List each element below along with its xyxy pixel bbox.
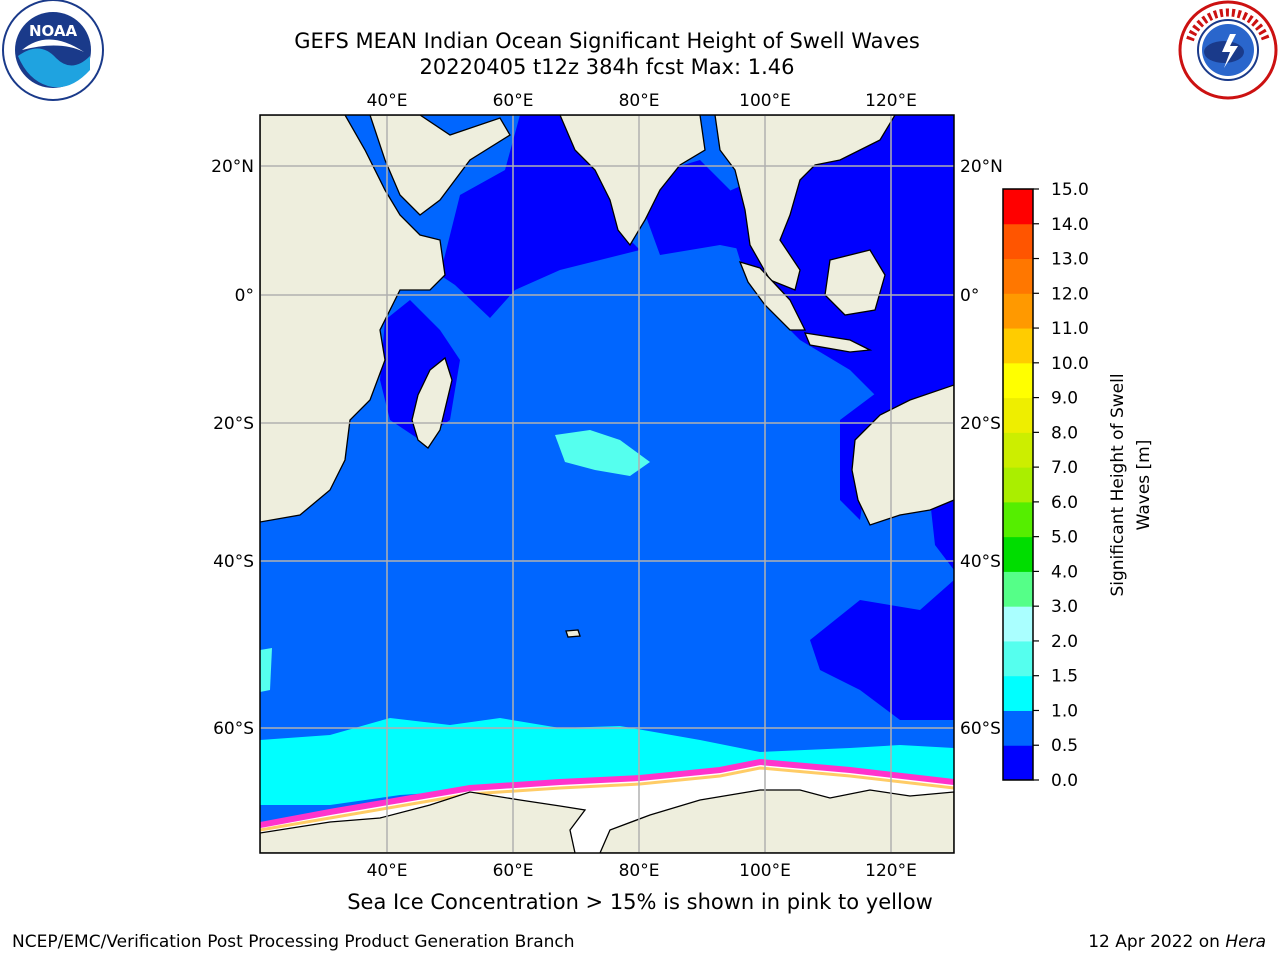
lat-label-right-60s: 60°S (960, 719, 1001, 739)
lat-label-left-40s: 40°S (213, 552, 254, 572)
colorbar-tick-label: 13.0 (1051, 250, 1089, 270)
colorbar-segment (1003, 223, 1033, 260)
lon-label-top-80e: 80°E (619, 91, 660, 111)
land-madagascar (411, 356, 453, 449)
land-southeast-asia (714, 115, 896, 291)
lat-tick-labels-left: 20°N 0° 20°S 40°S 60°S (211, 157, 254, 739)
colorbar-tick-label: 14.0 (1051, 215, 1089, 235)
colorbar-tick-label: 11.0 (1051, 319, 1089, 339)
footer-host: Hera (1225, 932, 1266, 952)
colorbar-segment (1003, 675, 1033, 711)
colorbar-tick-label: 0.0 (1051, 771, 1078, 791)
colorbar-tick-label: 8.0 (1051, 423, 1078, 443)
high-swell-band (260, 718, 954, 805)
colorbar-label-line2: Waves [m] (1134, 440, 1154, 531)
land-africa-arabia (260, 115, 446, 523)
footer-credit: NCEP/EMC/Verification Post Processing Pr… (12, 932, 575, 952)
footer-date: 12 Apr 2022 on Hera (1088, 932, 1266, 952)
colorbar-segment (1003, 710, 1033, 746)
lon-label-bottom-120e: 120°E (865, 861, 917, 881)
map-frame (259, 114, 955, 854)
colorbar-tick-label: 1.0 (1051, 701, 1078, 721)
colorbar-segment (1003, 640, 1033, 677)
colorbar-segment (1003, 501, 1033, 538)
lon-label-bottom-100e: 100°E (739, 861, 791, 881)
lat-label-right-20s: 20°S (960, 414, 1001, 434)
colorbar-tick-label: 12.0 (1051, 284, 1089, 304)
lon-label-top-100e: 100°E (739, 91, 791, 111)
lat-label-right-40s: 40°S (960, 552, 1001, 572)
colorbar-segment (1003, 397, 1033, 433)
footer-date-text: 12 Apr 2022 on (1088, 932, 1220, 952)
colorbar-segment (1003, 189, 1033, 225)
lat-label-left-0: 0° (235, 286, 254, 306)
land-antarctica (260, 791, 587, 853)
lon-label-bottom-60e: 60°E (493, 861, 534, 881)
svg-text:NOAA: NOAA (29, 22, 78, 40)
colorbar-tick-labels: 0.0 0.5 1.0 1.5 2.0 3.0 4.0 5.0 6.0 7.0 8.0 9.0 10.0… (1033, 180, 1089, 791)
colorbar-segment (1003, 536, 1033, 572)
lon-label-top-40e: 40°E (367, 91, 408, 111)
colorbar-tick-label: 2.0 (1051, 632, 1078, 652)
colorbar-tick-label: 1.5 (1051, 667, 1078, 687)
colorbar-label-line1: Significant Height of Swell (1108, 373, 1128, 596)
colorbar-tick-label: 7.0 (1051, 458, 1078, 478)
colorbar-tick-label: 4.0 (1051, 562, 1078, 582)
lat-tick-labels-right: 20°N 0° 20°S 40°S 60°S (960, 157, 1003, 739)
chart-title: GEFS MEAN Indian Ocean Significant Heigh… (294, 29, 920, 53)
grid-lines (260, 115, 954, 853)
colorbar-segment (1003, 571, 1033, 607)
colorbar-segment (1003, 328, 1033, 364)
lon-tick-labels-bottom: 40°E 60°E 80°E 100°E 120°E (367, 861, 917, 881)
colorbar-tick-label: 10.0 (1051, 354, 1089, 374)
low-swell-southern-patch (810, 580, 954, 720)
colorbar-segment (1003, 258, 1033, 294)
lat-label-right-20n: 20°N (960, 157, 1003, 177)
colorbar-tick-label: 15.0 (1051, 180, 1089, 200)
colorbar-segment (1003, 432, 1033, 468)
colorbar-segment (1003, 293, 1033, 329)
colorbar-segment (1003, 745, 1033, 781)
colorbar-tick-label: 0.5 (1051, 736, 1078, 756)
lat-label-left-60s: 60°S (213, 719, 254, 739)
low-swell-bay-of-bengal (640, 160, 745, 255)
lon-label-top-60e: 60°E (493, 91, 534, 111)
lon-label-bottom-80e: 80°E (619, 861, 660, 881)
colorbar-segment (1003, 606, 1033, 642)
colorbar-tick-label: 9.0 (1051, 389, 1078, 409)
lat-label-left-20s: 20°S (213, 414, 254, 434)
lat-label-right-0: 0° (960, 286, 979, 306)
colorbar (1003, 189, 1033, 781)
lon-label-top-120e: 120°E (865, 91, 917, 111)
lat-label-left-20n: 20°N (211, 157, 254, 177)
colorbar-tick-label: 5.0 (1051, 528, 1078, 548)
colorbar-frame (1002, 188, 1034, 781)
map-plot-area (260, 115, 954, 853)
colorbar-segment (1003, 467, 1033, 503)
land-australia (851, 384, 954, 526)
sea-ice-note: Sea Ice Concentration > 15% is shown in … (347, 890, 933, 914)
lon-label-bottom-40e: 40°E (367, 861, 408, 881)
lon-tick-labels-top: 40°E 60°E 80°E 100°E 120°E (367, 91, 917, 111)
colorbar-tick-label: 3.0 (1051, 597, 1078, 617)
noaa-logo: NOAA (2, 0, 104, 101)
chart-subtitle: 20220405 t12z 384h fcst Max: 1.46 (419, 55, 795, 79)
colorbar-tick-label: 6.0 (1051, 493, 1078, 513)
sea-ice-edge (260, 758, 954, 828)
national-weather-service-logo (1178, 0, 1278, 100)
colorbar-segment (1003, 362, 1033, 399)
